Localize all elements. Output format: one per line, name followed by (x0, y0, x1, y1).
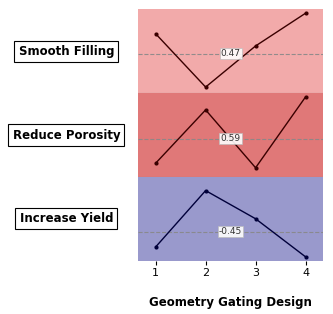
Text: 0.59: 0.59 (220, 134, 241, 143)
Text: Increase Yield: Increase Yield (20, 212, 113, 225)
Text: -0.45: -0.45 (219, 227, 242, 236)
Text: Geometry Gating Design: Geometry Gating Design (149, 296, 312, 309)
Text: 0.47: 0.47 (220, 49, 241, 58)
Text: Reduce Porosity: Reduce Porosity (13, 128, 120, 142)
Text: Smooth Filling: Smooth Filling (19, 45, 114, 58)
